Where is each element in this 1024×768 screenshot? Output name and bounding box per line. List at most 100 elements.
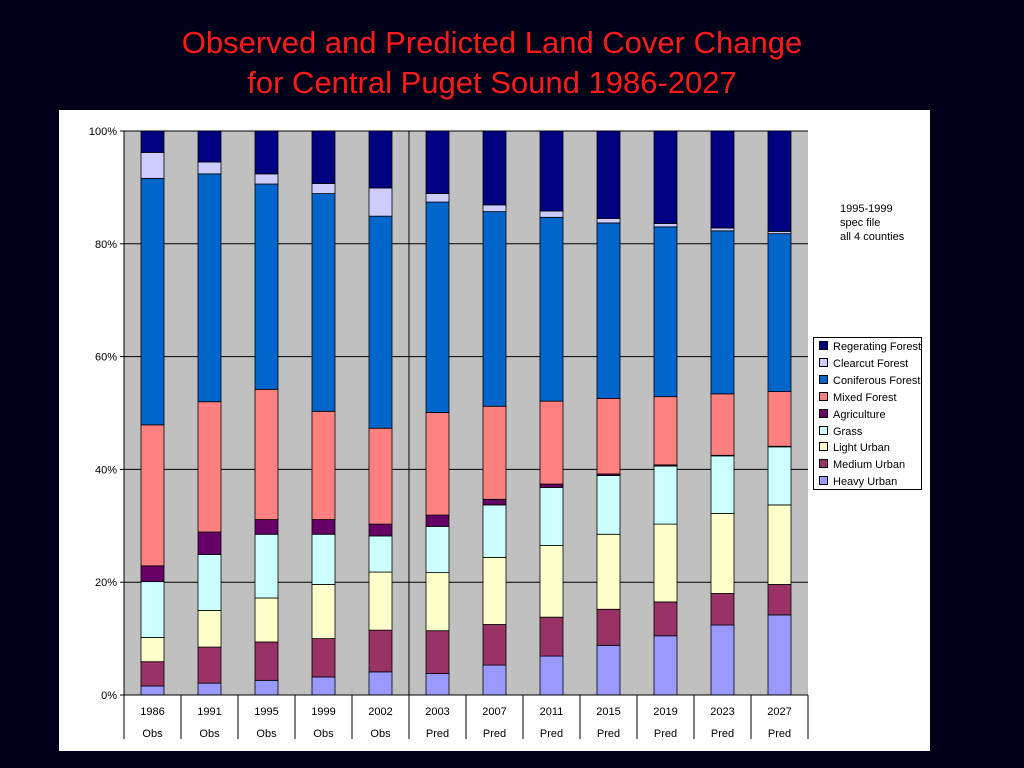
bar-segment xyxy=(368,427,393,525)
bar-segment xyxy=(368,130,393,189)
y-tick-label: 20% xyxy=(95,577,117,589)
legend-swatch xyxy=(819,476,828,486)
x-sublabel: Pred xyxy=(540,728,563,740)
bar-segment xyxy=(710,512,735,594)
bar-segment xyxy=(311,410,336,520)
note-line: all 4 counties xyxy=(840,231,905,243)
x-tick-label: 2015 xyxy=(596,706,620,718)
legend-label: Coniferous Forest xyxy=(833,374,921,387)
bar-segment xyxy=(140,130,165,153)
y-tick-label: 60% xyxy=(95,352,117,364)
bar-segment xyxy=(539,400,564,485)
bar-segment xyxy=(254,183,279,390)
legend-swatch xyxy=(819,442,828,452)
y-tick-label: 80% xyxy=(95,239,117,251)
legend-label: Grass xyxy=(833,425,863,438)
bar-segment xyxy=(539,130,564,212)
bar-segment xyxy=(425,193,450,203)
bar-segment xyxy=(140,424,165,567)
legend-label: Light Urban xyxy=(833,442,890,455)
bar-segment xyxy=(425,525,450,574)
bar-segment xyxy=(539,655,564,696)
bar-segment xyxy=(140,152,165,179)
bar-segment xyxy=(596,608,621,646)
legend-swatch xyxy=(819,341,828,350)
x-tick-label: 1986 xyxy=(140,706,164,718)
bar-segment xyxy=(482,211,507,407)
bar-segment xyxy=(653,396,678,466)
bar-segment xyxy=(653,226,678,398)
bar-segment xyxy=(653,635,678,696)
bar-segment xyxy=(482,556,507,625)
bar-segment xyxy=(539,487,564,546)
bar-segment xyxy=(254,519,279,535)
bar-segment xyxy=(482,204,507,213)
x-sublabel: Pred xyxy=(654,728,677,740)
legend-swatch xyxy=(819,425,828,435)
plot-area xyxy=(124,131,808,695)
bar-segment xyxy=(482,498,507,506)
x-sublabel: Obs xyxy=(199,728,220,740)
chart-title-line-1: Observed and Predicted Land Cover Change xyxy=(181,25,803,60)
bar-segment xyxy=(368,671,393,696)
bar-segment xyxy=(368,629,393,673)
bar-segment xyxy=(311,676,336,696)
bar-segment xyxy=(767,391,792,447)
legend-item: Heavy Urban xyxy=(819,475,897,489)
bar-segment xyxy=(197,173,222,403)
bar-segment xyxy=(482,624,507,666)
y-tick-label: 100% xyxy=(89,126,117,138)
bar-segment xyxy=(767,584,792,616)
bar-segment xyxy=(254,641,279,681)
x-sublabel: Pred xyxy=(426,728,449,740)
bar-segment xyxy=(140,581,165,638)
bar-segment xyxy=(653,523,678,603)
legend-label: Agriculture xyxy=(833,408,886,421)
bar-segment xyxy=(767,233,792,392)
legend-item: Regerating Forest xyxy=(819,340,921,354)
x-tick-label: 1999 xyxy=(311,706,335,718)
legend-item: Coniferous Forest xyxy=(819,374,920,388)
bar-segment xyxy=(197,401,222,533)
legend-label: Mixed Forest xyxy=(833,391,897,404)
bar-segment xyxy=(710,593,735,626)
bar-segment xyxy=(197,130,222,163)
bar-segment xyxy=(254,173,279,185)
bar-segment xyxy=(197,554,222,611)
bar-segment xyxy=(767,446,792,506)
bar-segment xyxy=(596,130,621,219)
bar-segment xyxy=(368,187,393,217)
bar-segment xyxy=(368,215,393,429)
bar-segment xyxy=(311,638,336,678)
bar-segment xyxy=(425,412,450,516)
bar-segment xyxy=(254,130,279,175)
x-sublabel: Obs xyxy=(370,728,391,740)
bar-segment xyxy=(596,644,621,696)
bar-segment xyxy=(596,397,621,475)
bar-segment xyxy=(425,572,450,632)
y-tick-label: 0% xyxy=(101,690,117,702)
bar-segment xyxy=(368,571,393,631)
bar-segment xyxy=(596,533,621,610)
chart-legend: Regerating Forest Clearcut Forest Conifero… xyxy=(813,337,922,490)
bar-segment xyxy=(425,630,450,674)
bar-segment xyxy=(311,584,336,639)
bar-segment xyxy=(254,679,279,696)
x-tick-label: 2003 xyxy=(425,706,449,718)
x-tick-label: 1995 xyxy=(254,706,278,718)
bar-segment xyxy=(539,210,564,218)
note-line: 1995-1999 xyxy=(840,203,893,215)
bar-segment xyxy=(311,183,336,195)
x-sublabel: Obs xyxy=(256,728,277,740)
bar-segment xyxy=(482,130,507,206)
bar-segment xyxy=(254,597,279,643)
bar-segment xyxy=(311,519,336,535)
bar-segment xyxy=(197,646,222,684)
bar-segment xyxy=(140,685,165,696)
legend-item: Light Urban xyxy=(819,441,890,455)
bar-segment xyxy=(710,227,735,232)
bar-segment xyxy=(539,545,564,618)
bar-segment xyxy=(653,130,678,224)
chart-note: 1995-1999 spec file all 4 counties xyxy=(840,202,904,244)
